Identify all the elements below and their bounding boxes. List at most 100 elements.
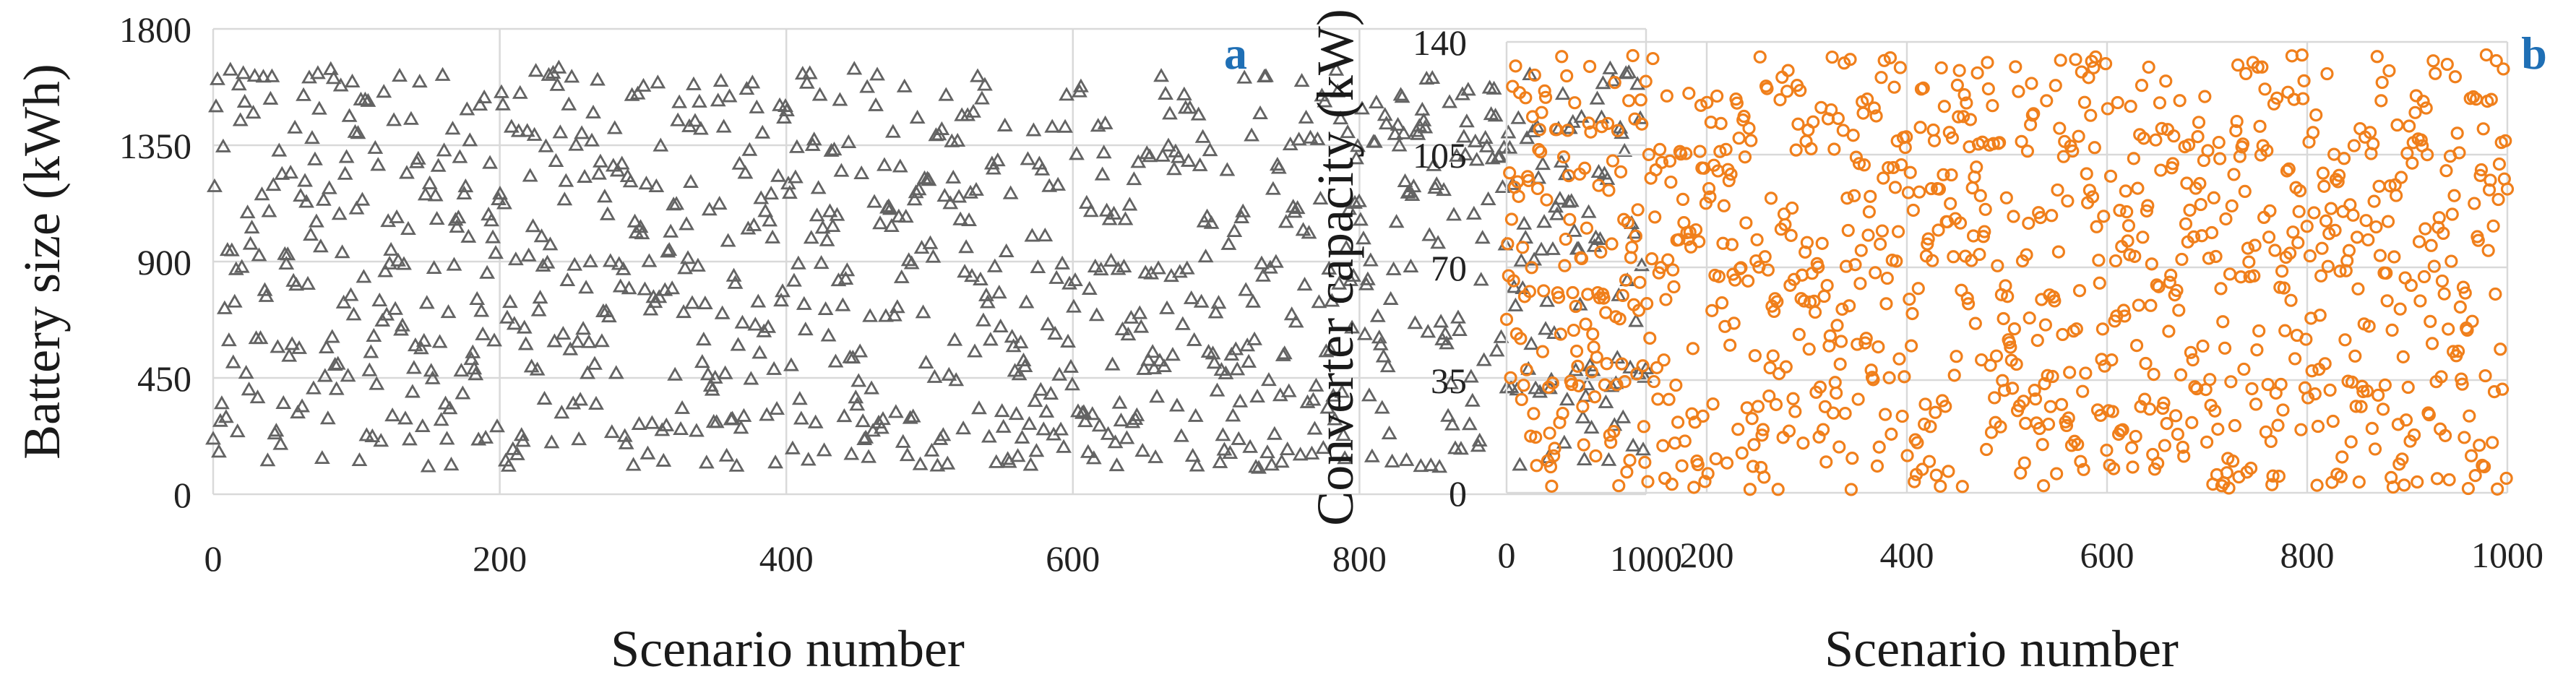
converter-point bbox=[1994, 420, 2007, 434]
battery-point bbox=[859, 79, 876, 93]
battery-point bbox=[1463, 369, 1479, 383]
battery-point bbox=[638, 176, 655, 190]
battery-point bbox=[872, 215, 888, 230]
converter-point bbox=[1616, 288, 1629, 303]
battery-point bbox=[532, 290, 548, 304]
battery-point bbox=[212, 413, 228, 427]
battery-point bbox=[1194, 129, 1211, 143]
converter-point bbox=[1760, 82, 1774, 95]
battery-point bbox=[1158, 85, 1173, 100]
converter-point bbox=[2196, 339, 2210, 353]
converter-point bbox=[1683, 225, 1697, 239]
converter-point bbox=[1916, 462, 1929, 476]
converter-point bbox=[1973, 189, 1987, 202]
converter-point bbox=[2363, 126, 2377, 139]
battery-point bbox=[862, 308, 879, 322]
converter-point bbox=[2448, 70, 2463, 84]
battery-point bbox=[426, 259, 442, 275]
battery-point bbox=[655, 452, 672, 467]
converter-point bbox=[2173, 94, 2187, 108]
converter-point bbox=[2308, 387, 2322, 401]
battery-point bbox=[341, 108, 358, 122]
battery-point bbox=[1024, 228, 1041, 242]
converter-point bbox=[1588, 390, 1602, 404]
battery-point bbox=[1311, 294, 1327, 309]
converter-point bbox=[2422, 408, 2436, 422]
converter-point bbox=[1621, 215, 1634, 230]
battery-point bbox=[733, 420, 749, 434]
battery-point bbox=[923, 442, 940, 457]
converter-point bbox=[1895, 158, 1908, 172]
battery-point bbox=[1176, 86, 1192, 100]
battery-point bbox=[559, 272, 576, 286]
battery-point bbox=[1538, 321, 1554, 335]
battery-point bbox=[1394, 89, 1410, 103]
converter-point bbox=[2278, 324, 2292, 337]
converter-point bbox=[1891, 225, 1905, 238]
converter-point bbox=[1524, 429, 1538, 443]
converter-point bbox=[1999, 191, 2013, 204]
converter-point bbox=[2159, 74, 2173, 88]
battery-point bbox=[855, 413, 871, 428]
battery-point bbox=[1103, 252, 1119, 267]
converter-point bbox=[1706, 397, 1720, 411]
converter-point bbox=[2262, 231, 2276, 244]
battery-point bbox=[1098, 202, 1115, 217]
converter-point bbox=[1601, 116, 1615, 131]
battery-point bbox=[1404, 186, 1421, 202]
converter-point bbox=[1755, 428, 1769, 442]
battery-point bbox=[1073, 78, 1089, 92]
battery-point bbox=[1057, 119, 1073, 133]
battery-point bbox=[1229, 361, 1246, 376]
battery-point bbox=[1382, 290, 1399, 305]
battery-point bbox=[1491, 148, 1508, 163]
battery-point bbox=[991, 285, 1007, 299]
converter-point bbox=[1869, 266, 1882, 280]
converter-point bbox=[2037, 479, 2051, 493]
converter-point bbox=[2072, 284, 2087, 298]
battery-point bbox=[973, 271, 988, 285]
battery-point bbox=[446, 257, 462, 271]
converter-point bbox=[2151, 457, 2165, 470]
battery-point bbox=[998, 243, 1015, 257]
battery-point bbox=[1338, 239, 1355, 254]
converter-point bbox=[2225, 199, 2239, 213]
battery-point bbox=[1327, 411, 1343, 426]
converter-point bbox=[2051, 183, 2064, 197]
converter-point bbox=[1499, 312, 1514, 327]
battery-point bbox=[715, 119, 732, 133]
converter-point bbox=[1869, 109, 1883, 123]
converter-point bbox=[2272, 470, 2286, 483]
converter-point bbox=[2474, 163, 2489, 177]
converter-point bbox=[1905, 339, 1918, 353]
converter-point bbox=[2491, 192, 2505, 207]
battery-point bbox=[403, 111, 419, 125]
converter-point bbox=[1884, 427, 1898, 441]
battery-point bbox=[1446, 207, 1462, 221]
battery-point bbox=[1219, 162, 1236, 176]
battery-point bbox=[1455, 129, 1472, 143]
battery-point bbox=[373, 433, 389, 447]
converter-point bbox=[1804, 142, 1818, 155]
battery-point bbox=[1011, 366, 1028, 381]
battery-point bbox=[850, 373, 867, 387]
converter-point bbox=[1770, 295, 1784, 309]
battery-point bbox=[1344, 319, 1360, 334]
battery-point bbox=[1464, 392, 1481, 407]
converter-point bbox=[2211, 422, 2225, 436]
battery-point bbox=[1452, 322, 1468, 336]
converter-point bbox=[2238, 184, 2252, 198]
battery-point bbox=[718, 447, 735, 462]
battery-point bbox=[934, 121, 950, 135]
battery-point bbox=[840, 134, 857, 149]
converter-point bbox=[1944, 168, 1958, 182]
battery-point bbox=[251, 247, 267, 262]
battery-point bbox=[1180, 152, 1197, 167]
converter-point bbox=[2218, 341, 2232, 355]
converter-point bbox=[2451, 344, 2465, 358]
battery-point bbox=[306, 380, 322, 395]
battery-point bbox=[699, 366, 716, 381]
battery-point bbox=[803, 230, 819, 244]
converter-point bbox=[2244, 461, 2258, 475]
converter-point bbox=[1800, 236, 1814, 249]
